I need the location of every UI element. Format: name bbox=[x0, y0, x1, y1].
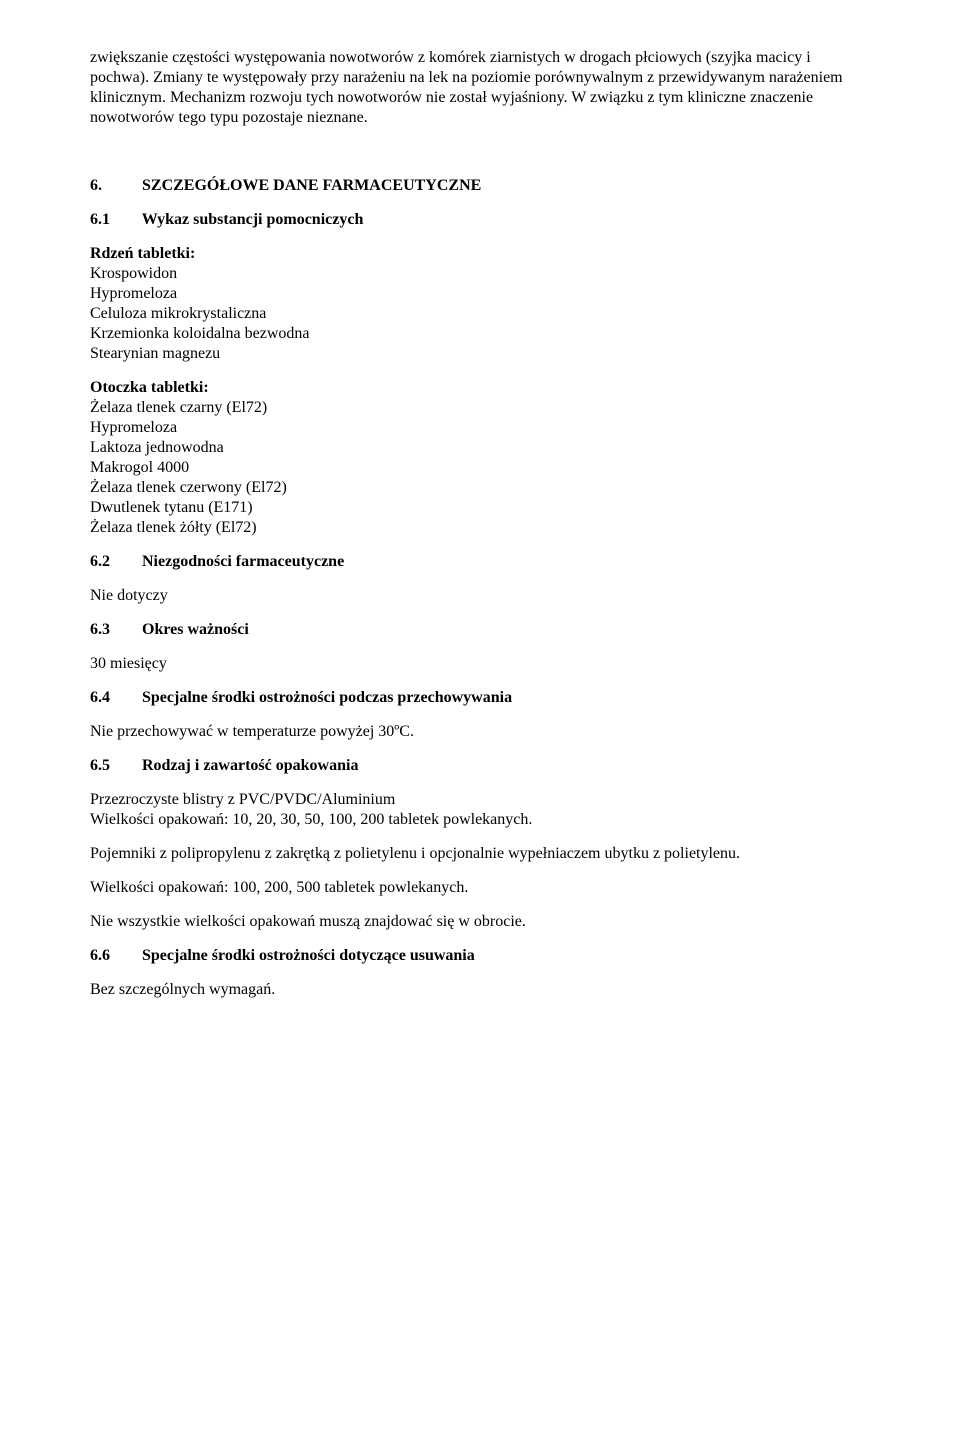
core-tablet-item: Celuloza mikrokrystaliczna bbox=[90, 304, 870, 324]
section-6-5-para4: Nie wszystkie wielkości opakowań muszą z… bbox=[90, 912, 870, 932]
section-6-heading: 6. SZCZEGÓŁOWE DANE FARMACEUTYCZNE bbox=[90, 176, 870, 196]
coating-tablet-item: Żelaza tlenek żółty (El72) bbox=[90, 518, 870, 538]
section-6-3-number: 6.3 bbox=[90, 620, 138, 640]
section-6-6-heading: 6.6 Specjalne środki ostrożności dotyczą… bbox=[90, 946, 870, 966]
core-tablet-item: Krzemionka koloidalna bezwodna bbox=[90, 324, 870, 344]
section-6-6-number: 6.6 bbox=[90, 946, 138, 966]
section-6-2-title: Niezgodności farmaceutyczne bbox=[142, 553, 344, 570]
section-6-3-body: 30 miesięcy bbox=[90, 654, 870, 674]
section-6-6-title: Specjalne środki ostrożności dotyczące u… bbox=[142, 947, 475, 964]
section-6-5-para1-line1: Przezroczyste blistry z PVC/PVDC/Alumini… bbox=[90, 790, 870, 810]
section-6-5-para2: Pojemniki z polipropylenu z zakrętką z p… bbox=[90, 844, 870, 864]
section-6-4-body: Nie przechowywać w temperaturze powyżej … bbox=[90, 722, 870, 742]
coating-tablet-item: Laktoza jednowodna bbox=[90, 438, 870, 458]
section-6-1-heading: 6.1 Wykaz substancji pomocniczych bbox=[90, 210, 870, 230]
section-6-4-number: 6.4 bbox=[90, 688, 138, 708]
intro-paragraph: zwiększanie częstości występowania nowot… bbox=[90, 48, 870, 128]
coating-tablet-item: Hypromeloza bbox=[90, 418, 870, 438]
section-6-4-title: Specjalne środki ostrożności podczas prz… bbox=[142, 689, 512, 706]
section-6-number: 6. bbox=[90, 176, 138, 196]
section-6-1-number: 6.1 bbox=[90, 210, 138, 230]
section-6-5-title: Rodzaj i zawartość opakowania bbox=[142, 757, 358, 774]
coating-tablet-label: Otoczka tabletki: bbox=[90, 378, 870, 398]
section-6-4-heading: 6.4 Specjalne środki ostrożności podczas… bbox=[90, 688, 870, 708]
section-6-5-heading: 6.5 Rodzaj i zawartość opakowania bbox=[90, 756, 870, 776]
section-6-2-body: Nie dotyczy bbox=[90, 586, 870, 606]
section-6-title: SZCZEGÓŁOWE DANE FARMACEUTYCZNE bbox=[142, 177, 481, 194]
coating-tablet-item: Makrogol 4000 bbox=[90, 458, 870, 478]
coating-tablet-item: Żelaza tlenek czerwony (El72) bbox=[90, 478, 870, 498]
core-tablet-label: Rdzeń tabletki: bbox=[90, 244, 870, 264]
coating-tablet-item: Żelaza tlenek czarny (El72) bbox=[90, 398, 870, 418]
coating-tablet-item: Dwutlenek tytanu (E171) bbox=[90, 498, 870, 518]
section-6-5-para3: Wielkości opakowań: 100, 200, 500 tablet… bbox=[90, 878, 870, 898]
core-tablet-block: Rdzeń tabletki: Krospowidon Hypromeloza … bbox=[90, 244, 870, 364]
section-6-3-title: Okres ważności bbox=[142, 621, 249, 638]
section-6-3-heading: 6.3 Okres ważności bbox=[90, 620, 870, 640]
coating-tablet-block: Otoczka tabletki: Żelaza tlenek czarny (… bbox=[90, 378, 870, 538]
section-6-5-para1-line2: Wielkości opakowań: 10, 20, 30, 50, 100,… bbox=[90, 810, 870, 830]
section-6-2-heading: 6.2 Niezgodności farmaceutyczne bbox=[90, 552, 870, 572]
core-tablet-item: Krospowidon bbox=[90, 264, 870, 284]
section-6-2-number: 6.2 bbox=[90, 552, 138, 572]
section-6-5-para1: Przezroczyste blistry z PVC/PVDC/Alumini… bbox=[90, 790, 870, 830]
core-tablet-item: Stearynian magnezu bbox=[90, 344, 870, 364]
section-6-1-title: Wykaz substancji pomocniczych bbox=[142, 211, 364, 228]
section-6-5-number: 6.5 bbox=[90, 756, 138, 776]
core-tablet-item: Hypromeloza bbox=[90, 284, 870, 304]
section-6-6-body: Bez szczególnych wymagań. bbox=[90, 980, 870, 1000]
